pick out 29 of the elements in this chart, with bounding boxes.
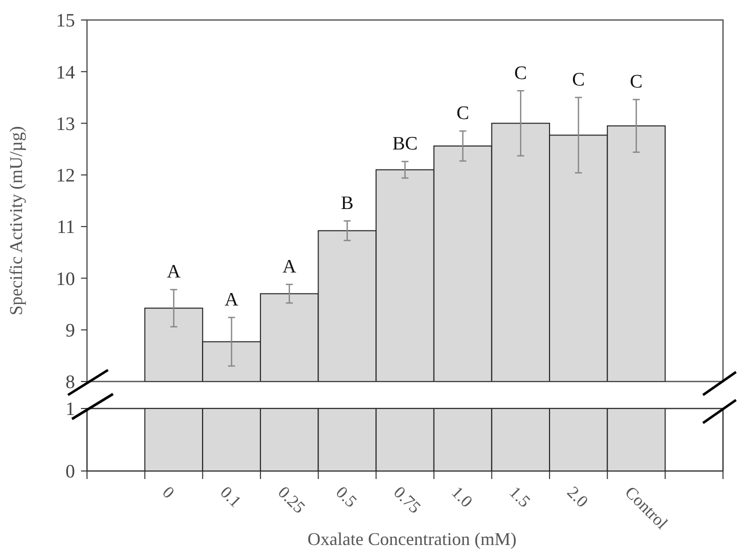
annotation: A [224, 289, 239, 310]
y-tick-label: 8 [66, 372, 75, 394]
x-tick-label: 0.1 [216, 482, 245, 512]
annotation: A [166, 262, 181, 283]
y-tick-label: 9 [66, 320, 75, 342]
x-tick-label: 0.75 [390, 482, 424, 518]
y-tick-label: 14 [56, 62, 76, 84]
x-axis-title: Oxalate Concentration (mM) [308, 529, 516, 549]
annotation: BC [392, 134, 418, 154]
y-tick-label: 15 [56, 10, 75, 32]
annotation: A [282, 256, 296, 278]
x-tick-label: 0 [158, 482, 178, 502]
annotation: C [572, 69, 585, 90]
annotation: C [456, 103, 470, 124]
x-tick-label: 0.5 [332, 482, 361, 512]
y-tick-label: 10 [56, 268, 75, 290]
x-tick-label: 2.0 [563, 482, 592, 512]
y-tick-label: 1 [66, 399, 75, 420]
y-tick-label: 12 [56, 166, 75, 187]
annotation: C [514, 62, 527, 84]
x-tick-label: 0.25 [274, 482, 309, 518]
x-tick-label: 1.0 [448, 482, 476, 512]
y-tick-label: 11 [56, 217, 75, 238]
annotation: C [630, 72, 643, 93]
y-tick-label: 13 [56, 114, 75, 135]
x-tick-label: 1.5 [506, 482, 534, 512]
annotation: B [340, 192, 354, 214]
y-tick-label: 0 [66, 462, 75, 483]
y-axis-title: Specific Activity (mU/µg) [6, 126, 26, 316]
